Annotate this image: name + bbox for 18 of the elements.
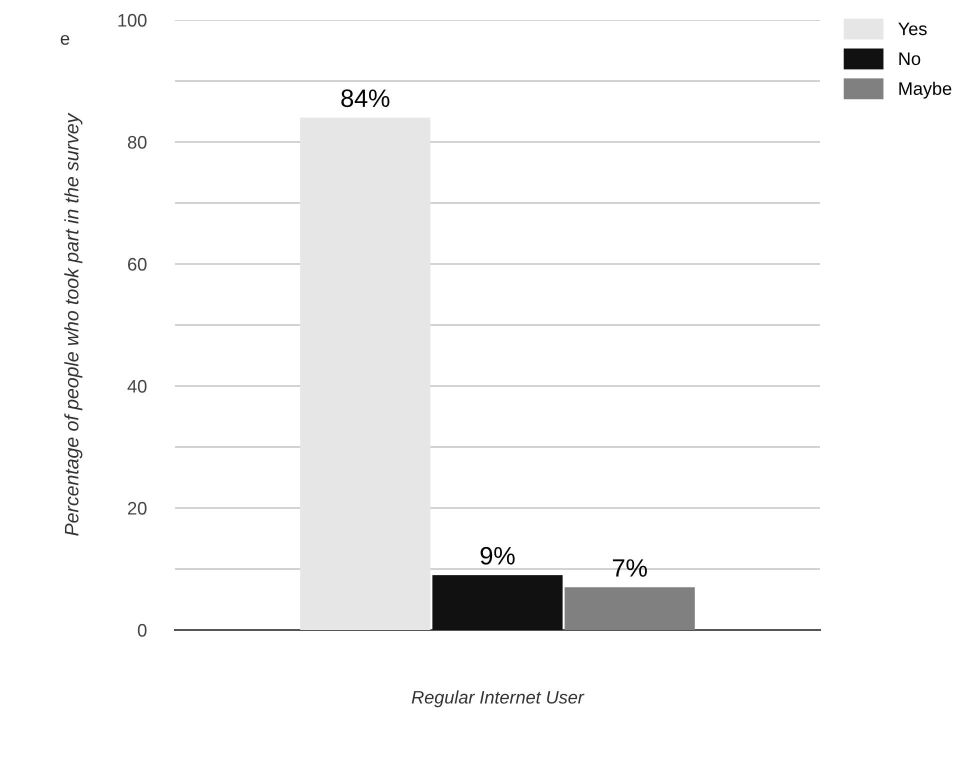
legend-label: Maybe — [899, 82, 952, 99]
data-label: 9% — [480, 546, 515, 565]
bar — [432, 575, 563, 630]
text: e — [60, 34, 70, 45]
legend-label: No — [899, 52, 920, 66]
bar — [300, 118, 430, 630]
y-tick-label: 100 — [118, 14, 147, 27]
data-label: 84% — [341, 89, 390, 108]
y-tick-label: 40 — [128, 380, 147, 393]
y-axis-title: Percentage of people who took part in the survey — [64, 112, 82, 536]
y-tick-label: 60 — [128, 258, 147, 271]
y-tick-label: 0 — [138, 624, 147, 637]
y-tick-label: 80 — [128, 136, 147, 149]
bar — [564, 587, 695, 630]
legend-label: Yes — [898, 22, 927, 36]
data-label: 7% — [612, 559, 647, 577]
y-tick-label: 20 — [128, 502, 147, 515]
x-axis-title: Regular Internet User — [412, 690, 584, 708]
